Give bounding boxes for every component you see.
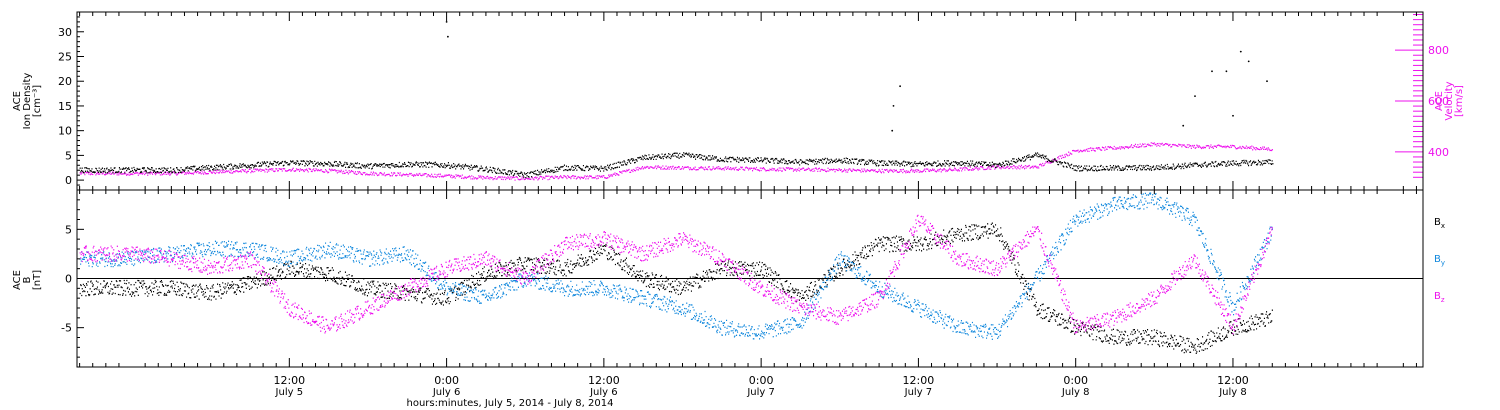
density-outlier-point <box>445 21 448 23</box>
density-outlier-point <box>891 129 894 132</box>
density-tick-label: 20 <box>58 75 72 88</box>
density-tick-label: 10 <box>58 125 72 138</box>
x-tick-time-label: 0:00 <box>434 374 459 387</box>
b-axis-title: B <box>22 276 33 283</box>
velocity-axis-title: Velocity <box>1444 81 1455 120</box>
x-tick-time-label: 12:00 <box>1217 374 1249 387</box>
velocity-tick-label: 600 <box>1428 95 1449 108</box>
density-outlier-point <box>892 105 895 107</box>
x-tick-date-label: July 7 <box>746 387 775 398</box>
density-tick-label: 30 <box>58 26 72 39</box>
density-outlier-point <box>1194 95 1196 97</box>
x-axis-title: hours:minutes, July 5, 2014 - July 8, 20… <box>407 398 614 409</box>
x-tick-date-label: July 7 <box>904 387 933 398</box>
density-outlier-point <box>1211 70 1213 73</box>
x-tick-date-label: July 6 <box>589 387 618 398</box>
density-tick-label: 0 <box>65 174 72 187</box>
b-tick-label: 0 <box>65 273 72 286</box>
bottom-left-axis-title: ACE B [nT] <box>12 270 43 290</box>
density-tick-label: 5 <box>65 149 72 162</box>
x-tick-time-label: 0:00 <box>1063 374 1088 387</box>
density-tick-label: 15 <box>58 100 72 113</box>
bottom-panel-frame <box>76 189 1424 368</box>
density-outlier-point <box>1232 114 1234 117</box>
top-series <box>79 21 1274 181</box>
b-tick-label: 5 <box>65 223 72 236</box>
velocity-axis-title: [km/s] <box>1454 85 1465 117</box>
density-axis-title: Ion Density <box>22 73 33 130</box>
bottom-ticks: -5 0 5 <box>61 199 84 358</box>
bz-series <box>79 214 1273 335</box>
b-axis-title: [nT] <box>32 270 43 290</box>
density-outlier-point <box>899 85 901 88</box>
density-outlier-point <box>1266 80 1268 83</box>
velocity-tick-label: 400 <box>1428 146 1449 159</box>
by-series <box>79 192 1273 340</box>
x-tick-date-label: July 8 <box>1061 387 1090 398</box>
bottom-legend: Bx By Bz <box>1434 217 1445 304</box>
density-axis-title: ACE <box>12 91 23 111</box>
legend-entry-x: Bx <box>1434 217 1445 230</box>
density-outlier-point <box>1239 50 1242 53</box>
density-outlier-point <box>447 35 449 38</box>
density-tick-label: 25 <box>58 51 72 64</box>
bx-series <box>79 222 1273 355</box>
x-tick-time-label: 12:00 <box>273 374 305 387</box>
velocity-axis-title: ACE <box>1434 91 1445 111</box>
bottom-series <box>79 192 1273 355</box>
x-tick-time-label: 0:00 <box>749 374 774 387</box>
top-ticks: 0 5 10 15 20 25 30 400 600 800 <box>58 14 1449 187</box>
b-tick-label: -5 <box>61 322 72 335</box>
x-tick-time-label: 12:00 <box>903 374 935 387</box>
density-outlier-point <box>1247 60 1250 63</box>
x-tick-date-label: July 6 <box>432 387 461 398</box>
density-outlier-point <box>1225 70 1228 73</box>
b-axis-title: ACE <box>12 270 23 290</box>
x-tick-time-label: 12:00 <box>588 374 620 387</box>
velocity-series <box>79 142 1273 181</box>
top-left-axis-title: ACE Ion Density [cm⁻³] <box>12 73 43 130</box>
legend-entry-y: By <box>1434 254 1445 267</box>
legend-entry-z: Bz <box>1434 291 1445 304</box>
top-right-axis-title: ACE Velocity [km/s] <box>1434 81 1465 120</box>
x-tick-date-label: July 5 <box>275 387 304 398</box>
velocity-tick-label: 800 <box>1428 44 1449 57</box>
density-outlier-point <box>1182 124 1185 127</box>
density-axis-title: [cm⁻³] <box>32 85 43 117</box>
density-series <box>79 152 1274 179</box>
bottom-panel: -5 0 5 ACE B [nT] Bx By Bz <box>12 189 1445 368</box>
x-tick-date-label: July 8 <box>1218 387 1247 398</box>
